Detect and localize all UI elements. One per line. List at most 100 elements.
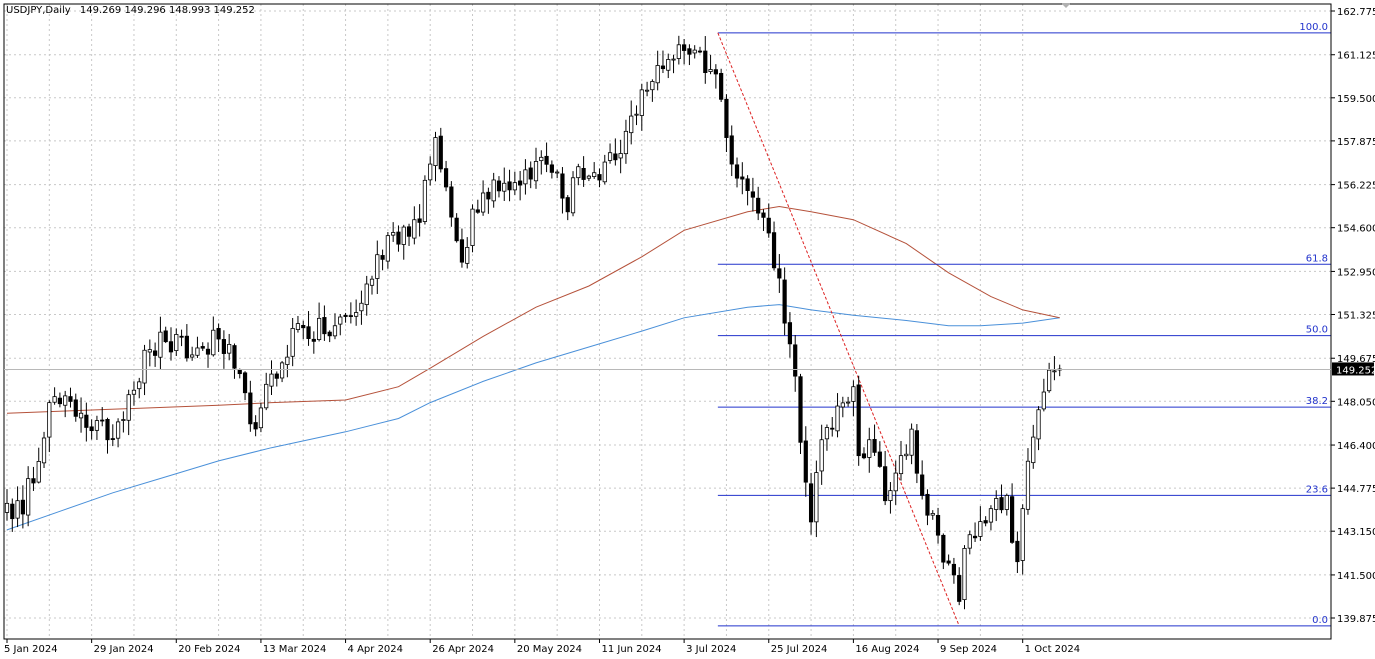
candle bbox=[1041, 378, 1046, 412]
candle bbox=[322, 305, 327, 341]
candle bbox=[861, 447, 867, 460]
candle bbox=[52, 387, 57, 405]
candle bbox=[533, 147, 539, 189]
candle bbox=[174, 328, 179, 356]
candle bbox=[338, 314, 343, 336]
candle bbox=[15, 486, 20, 528]
candle bbox=[502, 167, 507, 201]
candle bbox=[676, 35, 681, 65]
candle bbox=[221, 330, 226, 369]
x-tick-label: 16 Aug 2024 bbox=[855, 644, 919, 655]
candle bbox=[200, 342, 205, 351]
candlesticks bbox=[4, 35, 1062, 610]
candle bbox=[1057, 364, 1062, 377]
candle bbox=[385, 232, 390, 269]
candle bbox=[438, 127, 443, 173]
candle bbox=[475, 199, 480, 214]
candle bbox=[306, 311, 311, 346]
candle bbox=[78, 397, 84, 433]
x-tick-label: 29 Jan 2024 bbox=[94, 644, 154, 655]
candle bbox=[978, 506, 983, 541]
fibonacci-retracement[interactable]: 100.0 61.8 50.0 38.2 23.6 0.0 bbox=[717, 22, 1331, 627]
candle bbox=[988, 505, 994, 531]
candle bbox=[962, 545, 967, 610]
candle bbox=[1015, 531, 1020, 574]
candle bbox=[1025, 448, 1031, 515]
fib-level-label: 100.0 bbox=[1299, 22, 1328, 33]
candle bbox=[856, 375, 861, 466]
candle bbox=[888, 482, 893, 514]
candle bbox=[84, 402, 89, 442]
fib-trendline[interactable] bbox=[717, 32, 960, 627]
candle bbox=[951, 557, 957, 584]
candle bbox=[724, 94, 729, 153]
candle bbox=[835, 393, 840, 438]
candle bbox=[814, 460, 819, 538]
candle bbox=[639, 83, 644, 131]
candle bbox=[26, 466, 31, 527]
candle bbox=[480, 180, 486, 216]
candle bbox=[560, 167, 565, 214]
candle bbox=[311, 331, 316, 354]
candle bbox=[1052, 356, 1057, 381]
candle bbox=[195, 336, 200, 358]
candle bbox=[999, 484, 1004, 514]
candle bbox=[576, 163, 581, 186]
candle bbox=[761, 209, 766, 231]
candle bbox=[930, 510, 935, 520]
candle bbox=[883, 450, 888, 506]
candle bbox=[264, 372, 269, 411]
shift-marker-icon[interactable] bbox=[1061, 3, 1071, 8]
candle bbox=[369, 275, 375, 295]
current-price-badge bbox=[1332, 362, 1374, 376]
y-tick-label: 141.500 bbox=[1337, 571, 1375, 582]
candle bbox=[121, 411, 126, 433]
candle bbox=[1004, 493, 1009, 516]
candle bbox=[771, 221, 777, 271]
candle bbox=[756, 186, 761, 221]
candle bbox=[115, 418, 121, 448]
candle bbox=[623, 119, 629, 164]
candle bbox=[824, 424, 830, 451]
candle bbox=[295, 315, 301, 333]
candle bbox=[941, 533, 946, 570]
candle bbox=[4, 489, 10, 521]
candle bbox=[110, 424, 115, 447]
y-tick-label: 151.325 bbox=[1337, 311, 1375, 322]
candle bbox=[1031, 424, 1036, 469]
candle bbox=[94, 415, 100, 440]
fib-level-label: 38.2 bbox=[1306, 396, 1328, 407]
x-tick-label: 26 Apr 2024 bbox=[432, 644, 494, 655]
candle bbox=[486, 187, 491, 214]
candle bbox=[920, 460, 925, 500]
x-tick-label: 4 Apr 2024 bbox=[348, 644, 403, 655]
candle bbox=[401, 224, 406, 260]
candle bbox=[983, 516, 988, 527]
candle bbox=[544, 142, 549, 173]
candle bbox=[253, 415, 258, 437]
candle bbox=[184, 324, 189, 362]
candle bbox=[301, 320, 306, 340]
candle bbox=[803, 426, 808, 497]
candle bbox=[375, 240, 380, 295]
y-tick-label: 154.600 bbox=[1337, 224, 1375, 235]
current-price-label: 149.252 bbox=[1336, 365, 1375, 376]
y-tick-label: 152.950 bbox=[1337, 267, 1375, 278]
candle bbox=[285, 344, 290, 378]
candle bbox=[290, 317, 295, 367]
candle bbox=[909, 423, 914, 465]
candle bbox=[327, 330, 332, 343]
candle bbox=[227, 333, 232, 361]
candle bbox=[925, 489, 930, 526]
candle bbox=[465, 237, 470, 269]
candle bbox=[163, 326, 168, 344]
candle bbox=[63, 390, 68, 418]
candle bbox=[750, 177, 755, 212]
candle bbox=[380, 249, 385, 271]
candle bbox=[417, 204, 422, 237]
candle bbox=[248, 380, 253, 432]
candle bbox=[655, 50, 660, 91]
y-tick-label: 149.675 bbox=[1337, 354, 1375, 365]
